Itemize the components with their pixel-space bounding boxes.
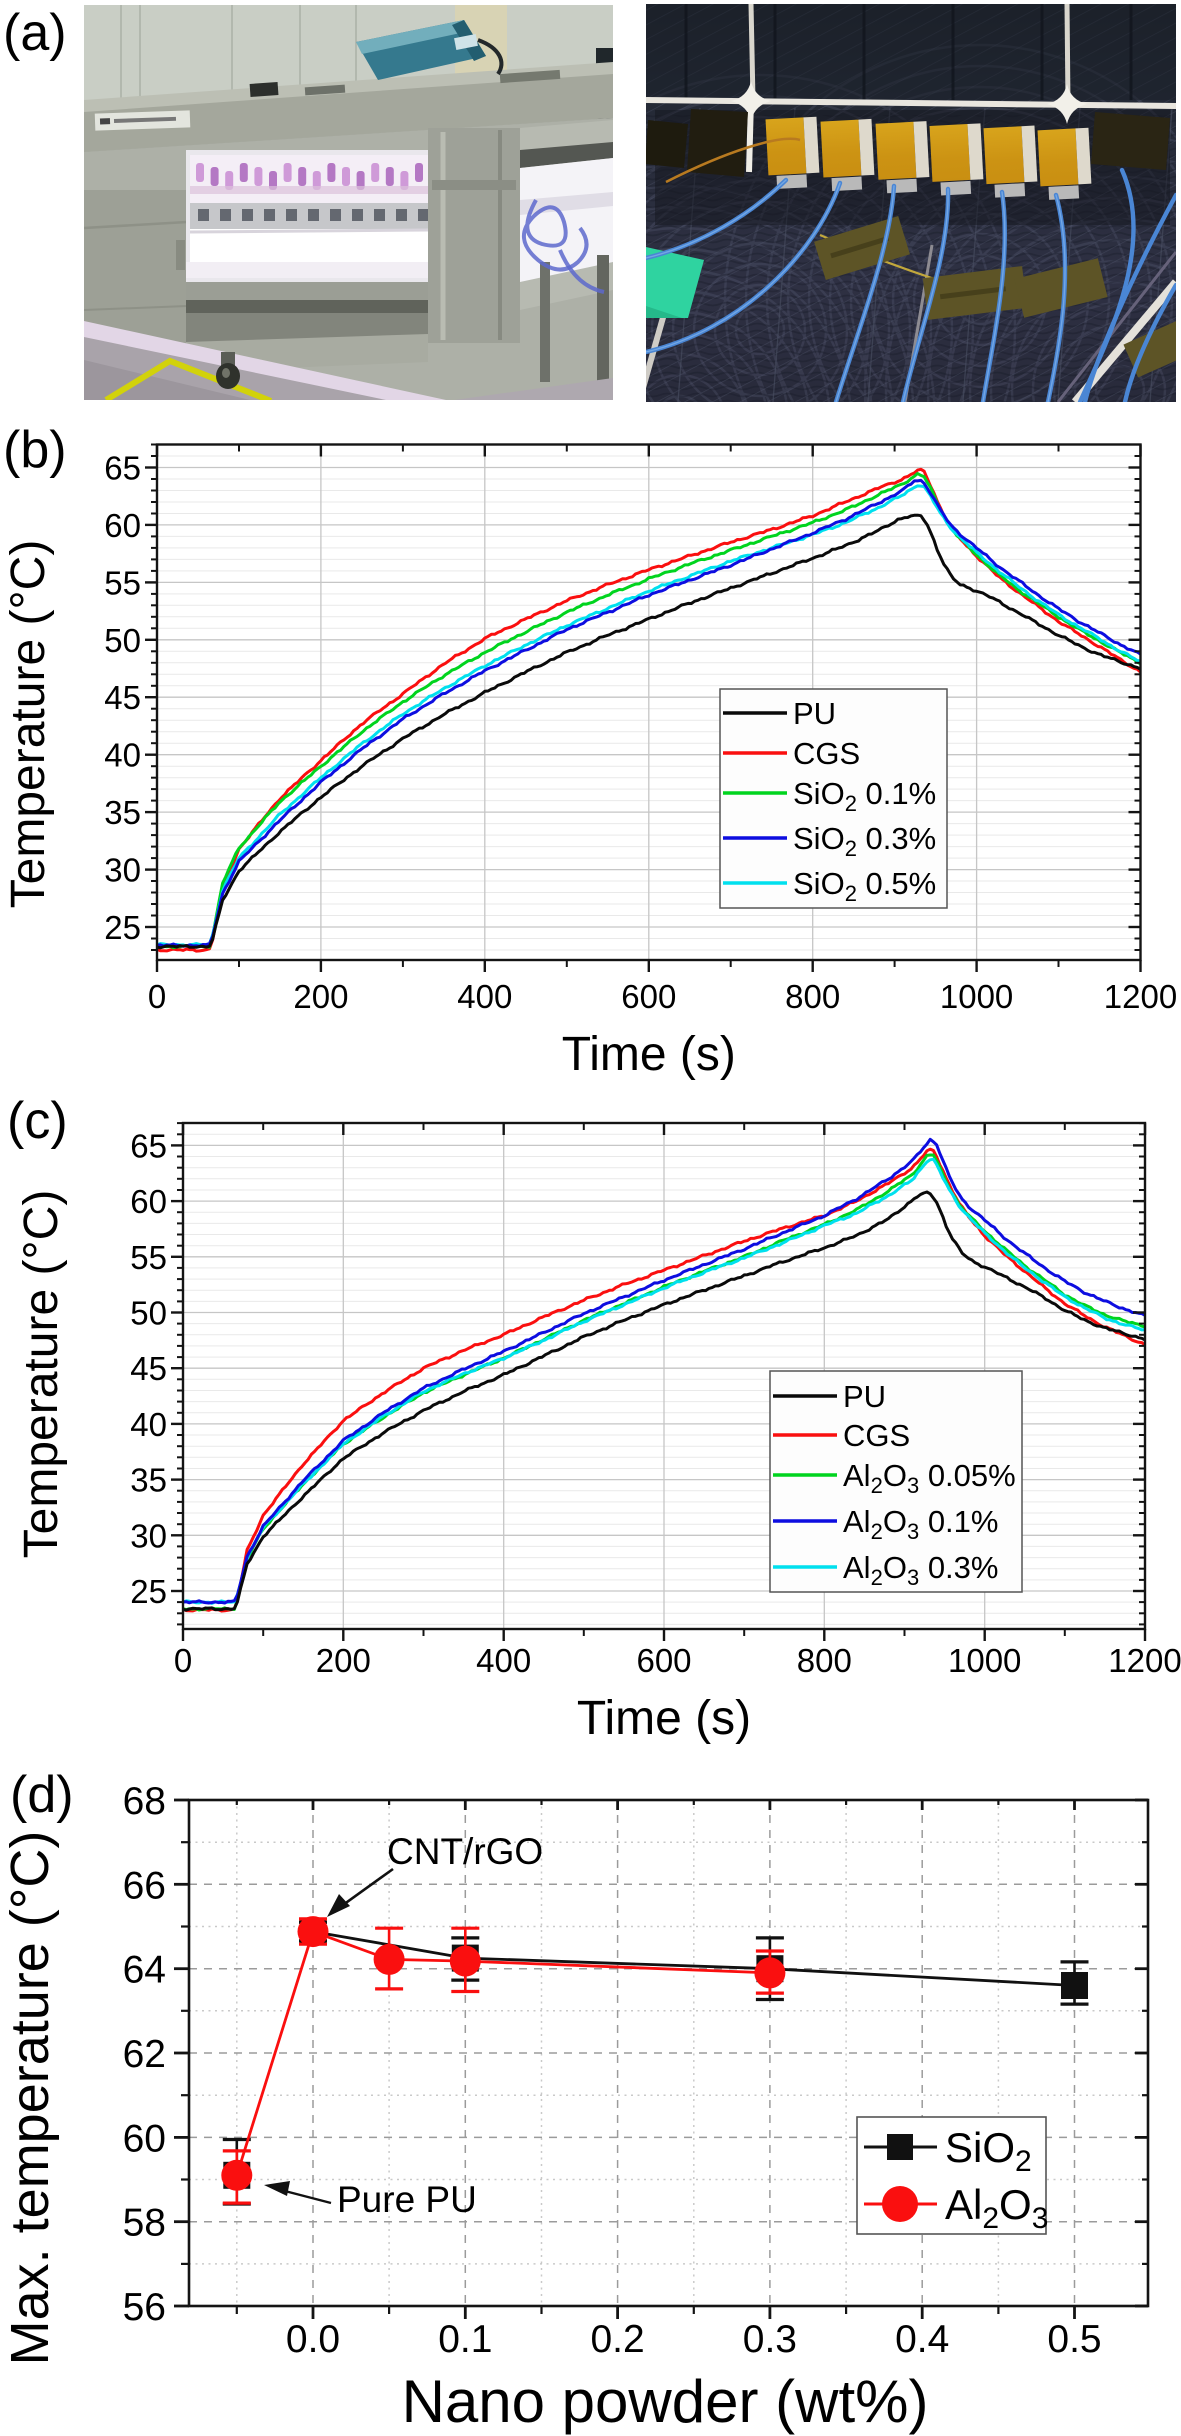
svg-text:CGS: CGS: [793, 736, 860, 771]
svg-text:30: 30: [104, 852, 141, 889]
svg-text:1000: 1000: [940, 978, 1013, 1015]
svg-text:200: 200: [293, 978, 348, 1015]
svg-text:600: 600: [621, 978, 676, 1015]
svg-text:0: 0: [148, 978, 166, 1015]
svg-text:PU: PU: [793, 696, 836, 731]
svg-text:1000: 1000: [948, 1642, 1021, 1679]
svg-text:Time (s): Time (s): [577, 1692, 751, 1745]
svg-text:55: 55: [104, 564, 141, 601]
svg-text:58: 58: [123, 2202, 166, 2245]
svg-text:Time (s): Time (s): [562, 1028, 736, 1081]
svg-text:66: 66: [123, 1864, 166, 1907]
svg-text:35: 35: [104, 794, 141, 831]
svg-text:62: 62: [123, 2033, 166, 2076]
svg-text:60: 60: [104, 507, 141, 544]
svg-text:68: 68: [123, 1780, 166, 1823]
svg-text:0: 0: [174, 1642, 192, 1679]
svg-text:CNT/rGO: CNT/rGO: [387, 1831, 543, 1872]
svg-text:(a): (a): [3, 4, 67, 62]
svg-text:35: 35: [130, 1462, 167, 1499]
svg-text:SiO2 0.3%: SiO2 0.3%: [793, 821, 936, 861]
svg-text:25: 25: [130, 1573, 167, 1610]
svg-text:(d): (d): [10, 1766, 74, 1824]
svg-text:0.3: 0.3: [743, 2318, 797, 2361]
svg-text:1200: 1200: [1104, 978, 1177, 1015]
svg-text:40: 40: [130, 1406, 167, 1443]
svg-text:65: 65: [130, 1127, 167, 1164]
svg-text:SiO2 0.5%: SiO2 0.5%: [793, 866, 936, 906]
svg-text:Pure PU: Pure PU: [337, 2179, 477, 2220]
svg-text:400: 400: [476, 1642, 531, 1679]
svg-text:30: 30: [130, 1517, 167, 1554]
svg-text:55: 55: [130, 1239, 167, 1276]
svg-text:Temperature (°C): Temperature (°C): [15, 1190, 68, 1559]
svg-text:65: 65: [104, 450, 141, 487]
svg-text:50: 50: [104, 622, 141, 659]
svg-text:800: 800: [797, 1642, 852, 1679]
svg-text:56: 56: [123, 2286, 166, 2329]
svg-text:45: 45: [130, 1350, 167, 1387]
svg-text:0.5: 0.5: [1047, 2318, 1101, 2361]
svg-text:0.4: 0.4: [895, 2318, 949, 2361]
svg-text:Al2O3 0.1%: Al2O3 0.1%: [843, 1504, 998, 1544]
svg-text:800: 800: [785, 978, 840, 1015]
svg-text:(c): (c): [7, 1092, 68, 1150]
svg-text:64: 64: [123, 1949, 166, 1992]
svg-text:45: 45: [104, 679, 141, 716]
svg-text:Al2O3 0.3%: Al2O3 0.3%: [843, 1550, 998, 1590]
svg-text:1200: 1200: [1108, 1642, 1181, 1679]
svg-text:PU: PU: [843, 1379, 886, 1414]
svg-text:(b): (b): [3, 421, 67, 479]
svg-text:Al2O3 0.05%: Al2O3 0.05%: [843, 1458, 1016, 1498]
svg-text:25: 25: [104, 909, 141, 946]
svg-text:Max. temperature (°C): Max. temperature (°C): [0, 1831, 60, 2366]
svg-text:60: 60: [130, 1183, 167, 1220]
svg-text:0.1: 0.1: [438, 2318, 492, 2361]
svg-text:Nano powder (wt%): Nano powder (wt%): [402, 2368, 929, 2435]
svg-text:Al2O3: Al2O3: [945, 2181, 1048, 2235]
svg-text:0.0: 0.0: [286, 2318, 340, 2361]
svg-text:60: 60: [123, 2117, 166, 2160]
svg-text:600: 600: [636, 1642, 691, 1679]
svg-text:Temperature (°C): Temperature (°C): [2, 540, 55, 909]
svg-text:SiO2: SiO2: [945, 2124, 1032, 2178]
svg-text:40: 40: [104, 737, 141, 774]
svg-text:0.2: 0.2: [590, 2318, 644, 2361]
svg-text:400: 400: [457, 978, 512, 1015]
svg-text:50: 50: [130, 1295, 167, 1332]
svg-text:CGS: CGS: [843, 1418, 910, 1453]
svg-text:200: 200: [316, 1642, 371, 1679]
svg-text:SiO2 0.1%: SiO2 0.1%: [793, 776, 936, 816]
